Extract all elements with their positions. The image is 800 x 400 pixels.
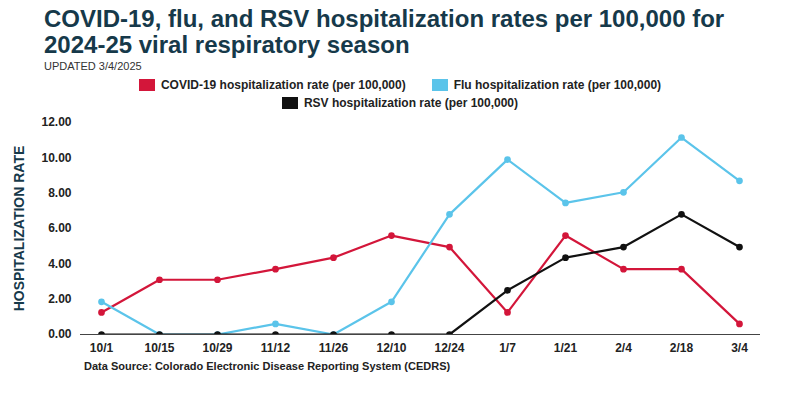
svg-text:11/26: 11/26 [319,341,349,355]
svg-text:10/29: 10/29 [202,341,232,355]
svg-text:12/24: 12/24 [434,341,464,355]
svg-text:12/10: 12/10 [376,341,406,355]
svg-text:3/4: 3/4 [731,341,748,355]
html-text:COVID-19 hospitalization rate: COVID-19 hospitalization rate (per 100,0… [160,78,406,92]
svg-text:6.00: 6.00 [48,221,72,235]
svg-text:4.00: 4.00 [48,257,72,271]
svg-text:HOSPITALIZATION RATE: HOSPITALIZATION RATE [11,146,27,312]
svg-text:10/15: 10/15 [144,341,174,355]
svg-text:2.00: 2.00 [48,292,72,306]
svg-text:2/4: 2/4 [615,341,632,355]
svg-text:11/12: 11/12 [261,341,291,355]
svg-text:1/7: 1/7 [499,341,516,355]
svg-text:0.00: 0.00 [48,327,72,341]
html-text:Flu hospitalization rate (per: Flu hospitalization rate (per 100,000) [453,78,662,92]
html-text:RSV hospitalization rate (per: RSV hospitalization rate (per 100,000) [304,96,518,110]
svg-text:10/1: 10/1 [90,341,114,355]
html-text:Data Source: Colorado Electron: Data Source: Colorado Electronic Disease… [84,360,451,372]
svg-text:10.00: 10.00 [41,151,71,165]
svg-text:1/21: 1/21 [554,341,578,355]
html-text:COVID-19, flu, and RSV hospita: COVID-19, flu, and RSV hospitalization r… [44,5,725,58]
svg-text:12.00: 12.00 [41,115,71,129]
html-text:UPDATED 3/4/2025: UPDATED 3/4/2025 [44,60,142,72]
svg-text:2/18: 2/18 [670,341,694,355]
svg-text:8.00: 8.00 [48,186,72,200]
